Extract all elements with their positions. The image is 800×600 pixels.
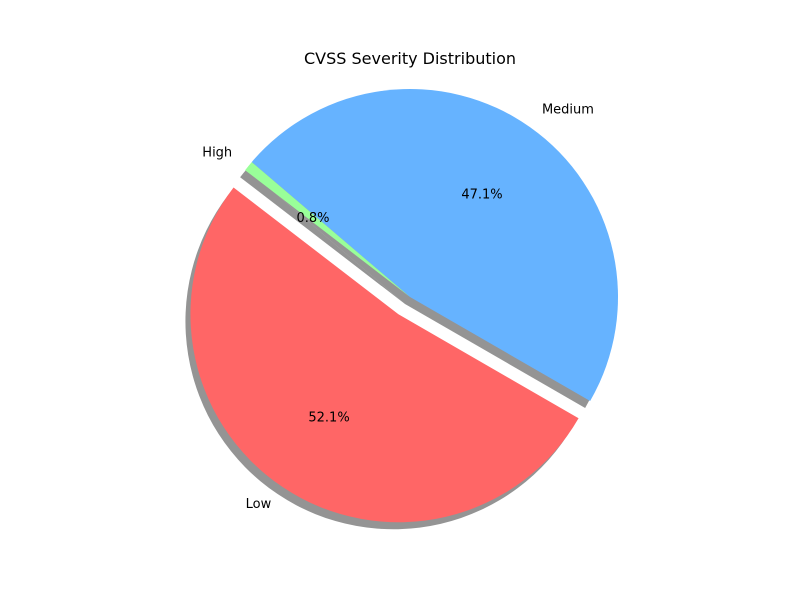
chart-title: CVSS Severity Distribution <box>304 49 516 68</box>
slice-percent-medium: 47.1% <box>461 188 502 203</box>
slice-label-high: High <box>202 146 232 161</box>
slice-low <box>190 187 579 523</box>
slice-label-medium: Medium <box>542 103 594 118</box>
slice-percent-high: 0.8% <box>296 211 329 226</box>
slice-label-low: Low <box>246 497 272 512</box>
slice-shadow-high <box>240 169 405 304</box>
slice-high <box>245 162 410 297</box>
pie-labels: Medium 47.1% High 0.8% Low 52.1% <box>202 103 594 512</box>
pie-slices <box>190 88 619 523</box>
slice-percent-low: 52.1% <box>308 411 349 426</box>
slice-medium <box>251 88 619 402</box>
